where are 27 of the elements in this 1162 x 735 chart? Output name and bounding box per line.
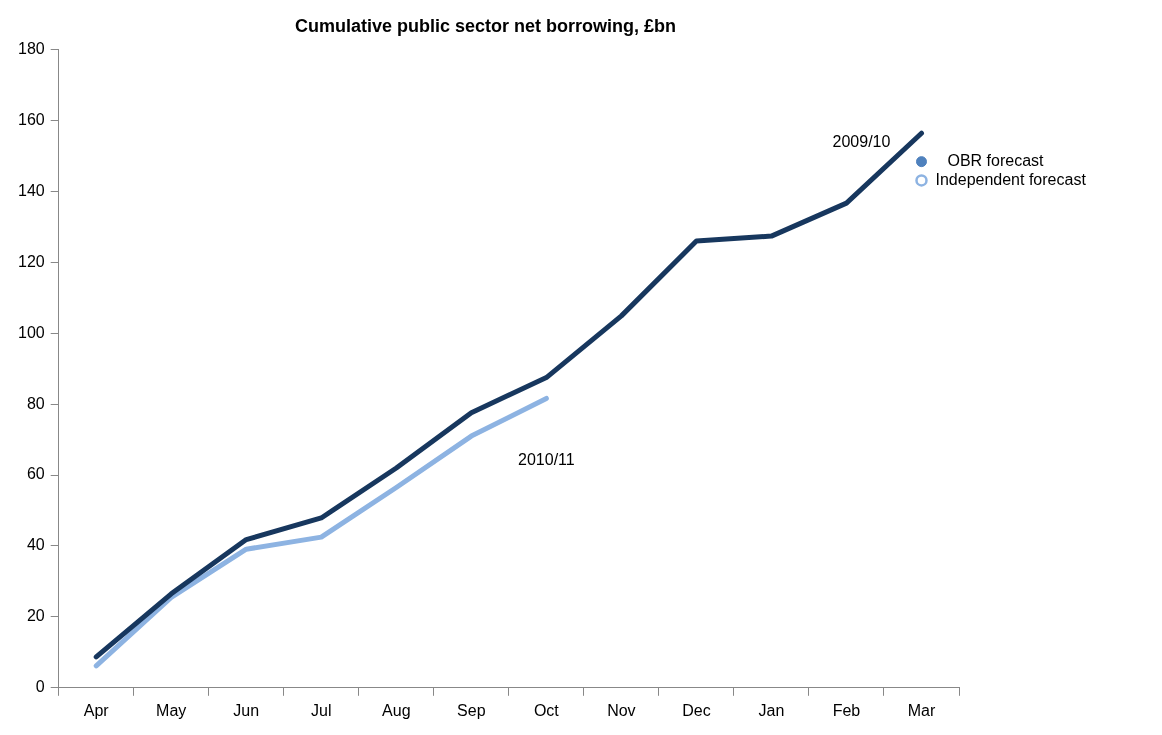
y-tick-label: 40: [26, 536, 45, 554]
chart-title: Cumulative public sector net borrowing, £bn: [294, 15, 677, 36]
x-tick-label: Jun: [233, 701, 260, 719]
x-tick-label: May: [156, 701, 187, 719]
series-label: 2009/10: [832, 132, 891, 150]
x-tick-label: Dec: [682, 701, 711, 719]
x-tick-label: Jan: [758, 701, 785, 719]
series-label: OBR forecast: [947, 152, 1045, 170]
y-tick-label: 80: [26, 394, 45, 412]
series-label: Independent forecast: [935, 170, 1087, 188]
x-tick-label: Oct: [533, 701, 560, 719]
x-tick-label: Feb: [832, 701, 861, 719]
y-tick-label: 60: [26, 465, 45, 483]
y-tick-label: 120: [17, 252, 45, 270]
y-tick-label: 0: [35, 678, 45, 696]
y-tick-label: 140: [17, 181, 45, 199]
y-tick-label: 100: [17, 323, 45, 341]
x-tick-label: Aug: [382, 701, 411, 719]
y-tick-label: 160: [17, 110, 45, 128]
x-tick-label: Jul: [311, 701, 332, 719]
x-tick-label: Mar: [907, 701, 936, 719]
x-tick-label: Sep: [457, 701, 486, 719]
y-tick-label: 180: [17, 40, 45, 58]
x-tick-label: Nov: [607, 701, 636, 719]
x-tick-label: Apr: [83, 701, 110, 719]
y-tick-label: 20: [26, 607, 45, 625]
text: 2010/11: [518, 450, 575, 468]
